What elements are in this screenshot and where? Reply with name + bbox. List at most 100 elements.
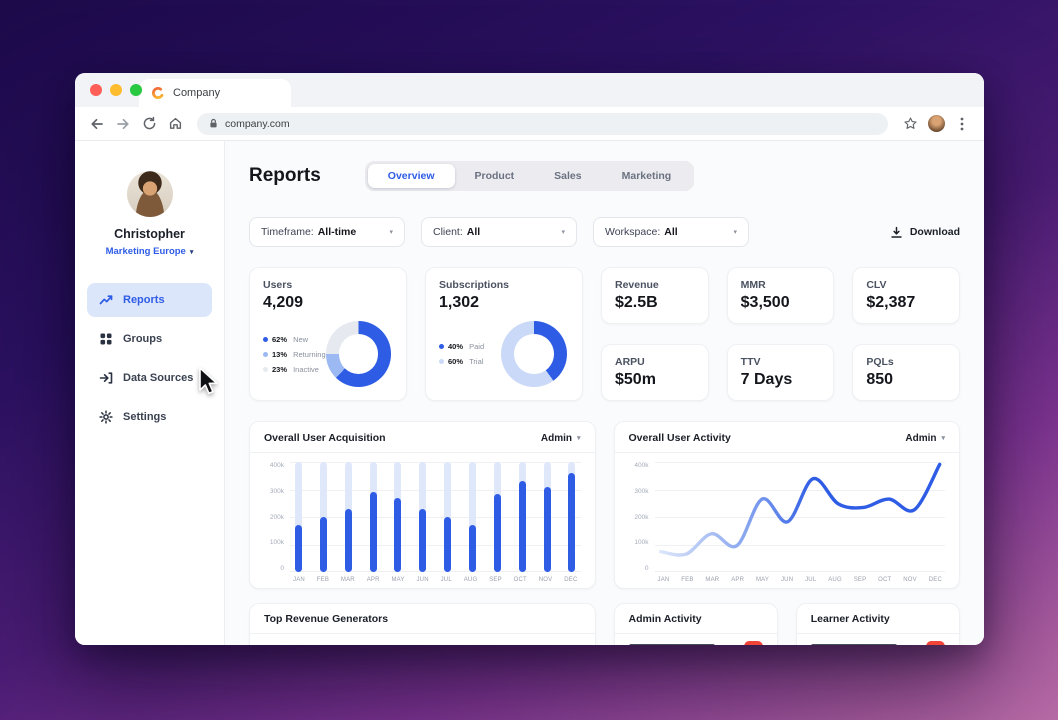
sidebar-item-label: Reports bbox=[123, 294, 165, 306]
client-select[interactable]: Client: All ▾ bbox=[421, 217, 577, 247]
y-tick: 100k bbox=[634, 539, 649, 547]
browser-profile-button[interactable] bbox=[924, 112, 948, 136]
forward-button[interactable] bbox=[111, 112, 135, 136]
legend-item: 60% Trial bbox=[439, 357, 484, 366]
line-plot bbox=[654, 462, 945, 572]
legend-item: 40% Paid bbox=[439, 342, 484, 351]
x-tick: DEC bbox=[564, 577, 578, 583]
close-button[interactable] bbox=[90, 84, 102, 96]
gridline bbox=[654, 462, 945, 463]
y-tick: 200k bbox=[269, 513, 284, 521]
cursor-icon bbox=[199, 367, 218, 395]
sidebar-item-groups[interactable]: Groups bbox=[87, 322, 212, 356]
kpi-value: $50m bbox=[615, 371, 656, 388]
zoom-button[interactable] bbox=[130, 84, 142, 96]
report-tabs: Overview Product Sales Marketing bbox=[364, 161, 695, 191]
client-label: Client: bbox=[433, 226, 463, 238]
top-revenue-card: Top Revenue Generators bbox=[249, 603, 596, 645]
activity-cards: Admin Activity Learner Activity bbox=[613, 603, 960, 645]
bar-chart bbox=[290, 462, 581, 572]
donut-legend: 62% New 13% Returning 23% Inactive bbox=[263, 335, 326, 374]
chart-title: Overall User Acquisition bbox=[264, 432, 386, 444]
activity-filter-select[interactable]: Admin ▾ bbox=[905, 433, 945, 444]
app-page: Christopher Marketing Europe ▾ Reports bbox=[75, 141, 984, 645]
tab-overview[interactable]: Overview bbox=[367, 164, 455, 188]
x-tick: APR bbox=[731, 577, 745, 583]
kpi-value: 7 Days bbox=[740, 371, 793, 388]
download-button[interactable]: Download bbox=[890, 226, 960, 239]
chart-title: Overall User Activity bbox=[628, 432, 731, 444]
forward-icon bbox=[115, 116, 131, 132]
bar-fill bbox=[369, 492, 377, 572]
bar-track bbox=[568, 462, 576, 572]
workspace-select[interactable]: Workspace: All ▾ bbox=[593, 217, 749, 247]
tab-sales[interactable]: Sales bbox=[534, 164, 601, 188]
main-content: Reports Overview Product Sales Marketing… bbox=[225, 141, 984, 645]
timeframe-select[interactable]: Timeframe: All-time ▾ bbox=[249, 217, 405, 247]
address-bar[interactable]: company.com bbox=[197, 112, 888, 135]
x-tick: JUL bbox=[440, 577, 452, 583]
bar-track bbox=[394, 462, 402, 572]
kpi-value: $2.5B bbox=[615, 294, 658, 311]
reload-icon bbox=[142, 116, 157, 131]
bar-fill bbox=[568, 473, 576, 572]
reload-button[interactable] bbox=[137, 112, 161, 136]
tab-product[interactable]: Product bbox=[455, 164, 535, 188]
x-tick: NOV bbox=[903, 577, 917, 583]
back-button[interactable] bbox=[85, 112, 109, 136]
legend-label: Returning bbox=[291, 349, 326, 359]
chevron-down-icon: ▾ bbox=[189, 248, 194, 256]
reports-header: Reports Overview Product Sales Marketing bbox=[249, 161, 960, 191]
bar-fill bbox=[518, 481, 526, 572]
sidebar-item-label: Data Sources bbox=[123, 372, 194, 384]
users-donut-row: 62% New 13% Returning 23% Inactive bbox=[263, 321, 393, 387]
lock-icon bbox=[208, 118, 219, 129]
plot-row: 400k 300k 200k 100k 0 bbox=[264, 462, 581, 572]
kpi-value: 850 bbox=[866, 371, 894, 388]
charts-row: Overall User Acquisition Admin ▾ 400k 300… bbox=[249, 421, 960, 589]
tab-title: Company bbox=[173, 87, 221, 99]
workspace-switcher[interactable]: Marketing Europe ▾ bbox=[106, 246, 194, 257]
x-tick: MAY bbox=[755, 577, 770, 583]
revenue-card: Revenue $2.5B bbox=[601, 267, 709, 324]
filter-value: Admin bbox=[905, 432, 937, 444]
grid-icon bbox=[99, 332, 113, 346]
chevron-down-icon: ▾ bbox=[389, 229, 393, 236]
sidebar-item-data-sources[interactable]: Data Sources bbox=[87, 361, 212, 395]
notification-badge bbox=[926, 641, 945, 645]
minimize-button[interactable] bbox=[110, 84, 122, 96]
sidebar-item-settings[interactable]: Settings bbox=[87, 400, 212, 434]
browser-tab[interactable]: Company bbox=[139, 79, 291, 107]
notification-badge bbox=[743, 641, 763, 645]
bookmark-button[interactable] bbox=[898, 112, 922, 136]
legend-label: Paid bbox=[467, 342, 485, 351]
legend-dot bbox=[263, 366, 268, 372]
y-tick: 0 bbox=[280, 565, 284, 572]
x-axis: JAN FEB MAR APR MAY JUN JUL AUG SEP OCT NOV DEC bbox=[290, 572, 581, 583]
timeframe-value: All-time bbox=[317, 226, 357, 238]
legend-pct: 62% bbox=[272, 334, 288, 344]
kpi-label: MMR bbox=[740, 279, 766, 291]
donut-hole bbox=[514, 334, 554, 374]
kpi-label: PQLs bbox=[866, 356, 894, 368]
x-tick: MAY bbox=[391, 577, 405, 583]
gridline bbox=[290, 544, 581, 546]
tab-marketing[interactable]: Marketing bbox=[602, 164, 692, 188]
chart-header: Overall User Acquisition Admin ▾ bbox=[250, 422, 595, 453]
gridline bbox=[290, 489, 581, 491]
plot-row: 400k 300k 200k 100k 0 bbox=[629, 462, 945, 572]
back-icon bbox=[89, 116, 105, 132]
sidebar-item-reports[interactable]: Reports bbox=[87, 283, 212, 317]
kpi-label: TTV bbox=[740, 356, 761, 368]
legend-pct: 60% bbox=[448, 357, 464, 366]
acquisition-filter-select[interactable]: Admin ▾ bbox=[541, 433, 581, 444]
log-in-icon bbox=[99, 371, 113, 385]
gear-icon bbox=[99, 410, 113, 424]
card-title: Admin Activity bbox=[628, 613, 702, 625]
kpi-value: $2,387 bbox=[866, 294, 916, 311]
y-tick: 400k bbox=[634, 462, 649, 469]
sidebar: Christopher Marketing Europe ▾ Reports bbox=[75, 141, 225, 645]
legend-pct: 13% bbox=[272, 349, 288, 359]
browser-menu-button[interactable] bbox=[950, 112, 974, 136]
home-button[interactable] bbox=[163, 112, 187, 136]
